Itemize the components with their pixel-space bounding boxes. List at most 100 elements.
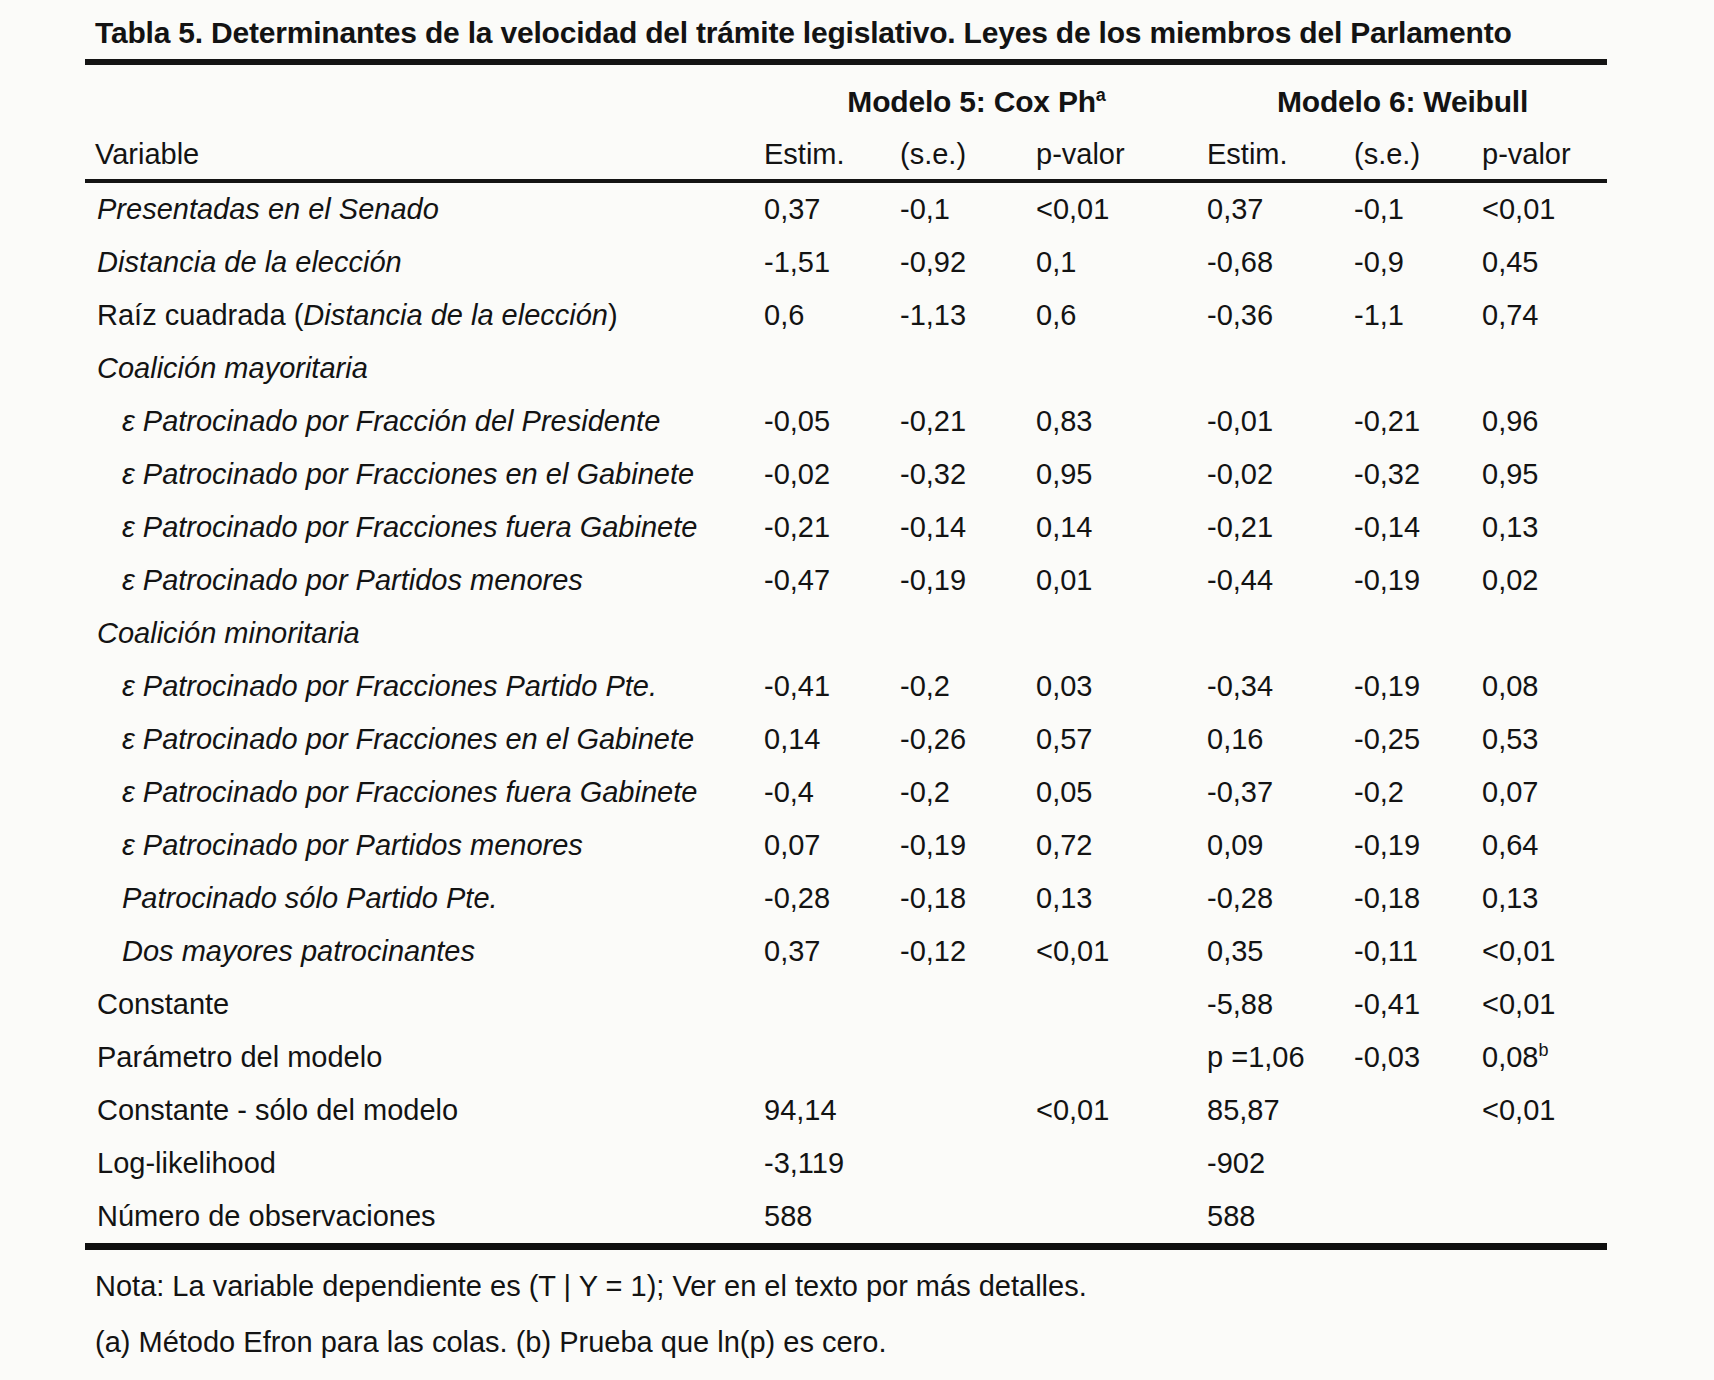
column-header-estim-m5: Estim. [755, 129, 891, 181]
value-cell [1345, 1137, 1473, 1190]
value-cell: 0,72 [1027, 819, 1198, 872]
value-cell: 0,13 [1473, 872, 1607, 925]
value-cell: -0,21 [891, 395, 1027, 448]
value-cell [1027, 342, 1198, 395]
value-cell: 0,45 [1473, 236, 1607, 289]
table-row: Parámetro del modelop =1,06-0,030,08b [85, 1031, 1607, 1084]
value-cell: 0,37 [1198, 181, 1345, 236]
table-row: ε Patrocinado por Fracciones Partido Pte… [85, 660, 1607, 713]
value-cell: 0,16 [1198, 713, 1345, 766]
footnote-marker: b [1538, 1040, 1548, 1060]
table-row: Raíz cuadrada (Distancia de la elección)… [85, 289, 1607, 342]
value-cell [891, 607, 1027, 660]
value-cell: 588 [755, 1190, 891, 1247]
value-cell: -5,88 [1198, 978, 1345, 1031]
value-cell: -0,19 [1345, 554, 1473, 607]
value-cell: 0,09 [1198, 819, 1345, 872]
column-header-variable: Variable [85, 129, 755, 181]
table-notes: Nota: La variable dependiente es (T | Y … [85, 1270, 1607, 1359]
value-cell: -0,41 [1345, 978, 1473, 1031]
value-cell: -0,19 [891, 554, 1027, 607]
value-cell: 0,14 [755, 713, 891, 766]
variable-label: Log-likelihood [85, 1137, 755, 1190]
value-cell: 0,95 [1473, 448, 1607, 501]
value-cell [891, 1031, 1027, 1084]
value-cell [1473, 1190, 1607, 1247]
value-cell: -0,19 [1345, 819, 1473, 872]
value-cell: -0,18 [1345, 872, 1473, 925]
value-cell [1027, 1190, 1198, 1247]
variable-label: ε Patrocinado por Fracciones en el Gabin… [85, 713, 755, 766]
value-cell: <0,01 [1027, 925, 1198, 978]
value-cell: -0,21 [1345, 395, 1473, 448]
model5-footnote-marker: a [1096, 85, 1106, 105]
value-cell: <0,01 [1473, 978, 1607, 1031]
table-row: ε Patrocinado por Fracciones en el Gabin… [85, 713, 1607, 766]
value-cell: -0,28 [1198, 872, 1345, 925]
column-header-pvalor-m5: p-valor [1027, 129, 1198, 181]
value-cell: -0,68 [1198, 236, 1345, 289]
value-cell: 0,95 [1027, 448, 1198, 501]
value-cell [755, 342, 891, 395]
value-cell: 0,64 [1473, 819, 1607, 872]
value-cell [1027, 1031, 1198, 1084]
value-cell: -0,9 [1345, 236, 1473, 289]
table-row: Dos mayores patrocinantes0,37-0,12<0,010… [85, 925, 1607, 978]
value-cell: 0,08b [1473, 1031, 1607, 1084]
value-cell: 0,6 [755, 289, 891, 342]
note-methods: (a) Método Efron para las colas. (b) Pru… [95, 1326, 1607, 1359]
table-row: ε Patrocinado por Fracciones fuera Gabin… [85, 501, 1607, 554]
table-row: Constante - sólo del modelo94,14<0,0185,… [85, 1084, 1607, 1137]
value-cell: -0,25 [1345, 713, 1473, 766]
variable-label: Constante [85, 978, 755, 1031]
value-cell [1027, 607, 1198, 660]
value-cell [891, 1084, 1027, 1137]
table-row: ε Patrocinado por Partidos menores0,07-0… [85, 819, 1607, 872]
table-title: Tabla 5. Determinantes de la velocidad d… [85, 16, 1607, 50]
value-cell: 0,53 [1473, 713, 1607, 766]
scanned-paper-page: Tabla 5. Determinantes de la velocidad d… [0, 0, 1714, 1380]
value-cell [1345, 1084, 1473, 1137]
table-row: Número de observaciones588588 [85, 1190, 1607, 1247]
variable-label: Distancia de la elección [85, 236, 755, 289]
value-cell: 0,14 [1027, 501, 1198, 554]
results-table: Modelo 5: Cox Pha Modelo 6: Weibull Vari… [85, 59, 1607, 1250]
value-cell [755, 1031, 891, 1084]
value-cell: 0,01 [1027, 554, 1198, 607]
value-cell: -0,2 [891, 660, 1027, 713]
value-cell [1027, 978, 1198, 1031]
value-cell: p =1,06 [1198, 1031, 1345, 1084]
column-header-pvalor-m6: p-valor [1473, 129, 1607, 181]
model-header-spacer [85, 62, 755, 129]
variable-label: Coalición mayoritaria [85, 342, 755, 395]
value-cell: -0,47 [755, 554, 891, 607]
variable-label: ε Patrocinado por Fracciones fuera Gabin… [85, 501, 755, 554]
table-row: ε Patrocinado por Partidos menores-0,47-… [85, 554, 1607, 607]
value-cell: 0,03 [1027, 660, 1198, 713]
value-cell: -0,12 [891, 925, 1027, 978]
value-cell: -0,14 [1345, 501, 1473, 554]
variable-label: Número de observaciones [85, 1190, 755, 1247]
value-cell: -1,1 [1345, 289, 1473, 342]
value-cell: -0,2 [891, 766, 1027, 819]
value-cell: -0,4 [755, 766, 891, 819]
table-row: ε Patrocinado por Fracciones en el Gabin… [85, 448, 1607, 501]
value-cell [1198, 342, 1345, 395]
value-cell [1473, 1137, 1607, 1190]
value-cell: <0,01 [1027, 1084, 1198, 1137]
value-cell: 0,07 [1473, 766, 1607, 819]
value-cell: -902 [1198, 1137, 1345, 1190]
value-cell: -0,19 [891, 819, 1027, 872]
value-cell: -0,92 [891, 236, 1027, 289]
value-cell [1473, 342, 1607, 395]
value-cell: 0,37 [755, 181, 891, 236]
value-cell: -3,119 [755, 1137, 891, 1190]
value-cell: 0,96 [1473, 395, 1607, 448]
variable-label: Parámetro del modelo [85, 1031, 755, 1084]
table-row: Coalición minoritaria [85, 607, 1607, 660]
variable-label: Dos mayores patrocinantes [85, 925, 755, 978]
value-cell: 588 [1198, 1190, 1345, 1247]
variable-label: ε Patrocinado por Partidos menores [85, 554, 755, 607]
value-cell: -0,37 [1198, 766, 1345, 819]
model5-header: Modelo 5: Cox Pha [755, 62, 1198, 129]
